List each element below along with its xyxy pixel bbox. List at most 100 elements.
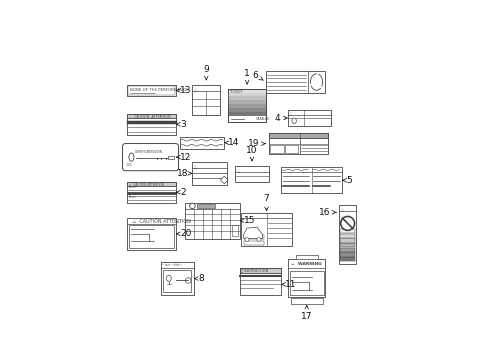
Bar <box>340 243 354 247</box>
Bar <box>196 204 215 208</box>
Text: 11: 11 <box>282 280 296 289</box>
Bar <box>127 114 175 118</box>
Text: △: △ <box>236 169 240 173</box>
Bar <box>340 238 354 243</box>
Bar <box>228 104 265 108</box>
Bar <box>160 262 193 295</box>
Text: CERTIFICATION/DIN: CERTIFICATION/DIN <box>135 150 163 154</box>
Text: 12: 12 <box>176 153 191 162</box>
Text: 2: 2 <box>176 188 185 197</box>
Bar <box>340 234 354 238</box>
Bar <box>192 162 226 185</box>
Text: 7: 7 <box>263 194 269 211</box>
Text: Phone-: Phone- <box>128 185 137 189</box>
Text: 10: 10 <box>246 146 257 161</box>
Bar <box>243 240 263 245</box>
Circle shape <box>257 238 260 242</box>
Bar <box>127 182 175 203</box>
Text: Phone-: Phone- <box>128 195 137 199</box>
Text: △  CAUTION  ATTENTION: △ CAUTION ATTENTION <box>128 114 170 118</box>
Bar <box>289 271 323 295</box>
Circle shape <box>185 278 191 283</box>
Bar <box>228 108 265 112</box>
Bar <box>192 85 220 115</box>
Text: ⚠  CAUTION ATTENTION: ⚠ CAUTION ATTENTION <box>132 219 191 224</box>
Ellipse shape <box>291 118 296 123</box>
Text: △: △ <box>340 209 343 213</box>
Bar <box>287 260 325 297</box>
Polygon shape <box>168 156 173 159</box>
Bar <box>340 229 354 233</box>
Bar <box>268 133 327 138</box>
Bar <box>127 85 175 96</box>
Polygon shape <box>220 176 228 184</box>
Bar <box>129 225 174 248</box>
Bar <box>239 268 281 296</box>
Text: TOYOT: TOYOT <box>229 90 242 94</box>
Bar <box>163 270 191 292</box>
Bar <box>127 182 175 186</box>
Bar <box>185 203 239 239</box>
Text: 16: 16 <box>318 208 335 217</box>
Bar <box>265 71 325 93</box>
Text: 15: 15 <box>240 216 255 225</box>
Bar <box>340 257 354 261</box>
Bar <box>235 166 268 183</box>
Text: ⓘ INSTRUCTION: ⓘ INSTRUCTION <box>241 268 267 272</box>
Bar <box>228 112 265 116</box>
Ellipse shape <box>129 153 134 161</box>
Bar <box>241 213 292 246</box>
Text: 4: 4 <box>274 113 286 122</box>
Text: △: △ <box>193 88 197 92</box>
Bar <box>228 96 265 100</box>
Bar <box>228 89 265 122</box>
Bar <box>239 268 281 273</box>
Text: △  CAUTION ATTENTION: △ CAUTION ATTENTION <box>128 182 163 186</box>
Bar <box>287 110 330 126</box>
Text: ⚠  WARNING: ⚠ WARNING <box>290 262 321 266</box>
Text: 6: 6 <box>252 71 263 80</box>
Ellipse shape <box>166 275 171 281</box>
Bar <box>228 89 265 95</box>
Text: 19: 19 <box>248 139 265 148</box>
Text: 3: 3 <box>176 120 185 129</box>
Text: △: △ <box>289 112 292 117</box>
Bar <box>228 93 265 96</box>
Bar <box>287 260 325 268</box>
Bar <box>127 114 175 135</box>
Text: ~ text ~ ditto ~: ~ text ~ ditto ~ <box>162 262 182 266</box>
Text: Phone-: Phone- <box>128 192 137 196</box>
Bar <box>127 218 175 250</box>
FancyBboxPatch shape <box>122 144 178 171</box>
Text: CATALYS: CATALYS <box>255 117 269 121</box>
Circle shape <box>244 238 248 242</box>
Bar <box>180 137 224 149</box>
Text: 18: 18 <box>176 169 191 178</box>
Text: 1: 1 <box>244 69 249 84</box>
Bar <box>231 225 238 237</box>
Text: 13: 13 <box>176 86 191 95</box>
Bar <box>228 100 265 104</box>
Text: 17: 17 <box>301 305 312 321</box>
Circle shape <box>340 216 354 230</box>
Bar <box>269 145 284 153</box>
Bar <box>339 205 355 264</box>
Polygon shape <box>243 227 262 238</box>
Text: 14: 14 <box>224 138 239 147</box>
Text: △: △ <box>193 165 197 169</box>
Bar <box>268 133 327 154</box>
Bar <box>340 252 354 257</box>
Text: 20: 20 <box>176 229 191 238</box>
Text: NONE OF THE PERFORMANCE: NONE OF THE PERFORMANCE <box>130 88 187 92</box>
Bar <box>281 167 342 193</box>
Bar <box>128 86 174 95</box>
Text: LOC: LOC <box>126 163 132 167</box>
Bar <box>340 248 354 252</box>
Bar <box>243 235 263 239</box>
Text: 5: 5 <box>342 176 351 185</box>
Text: 9: 9 <box>203 65 209 80</box>
Bar <box>290 298 322 304</box>
Bar <box>295 255 317 261</box>
Text: 8: 8 <box>194 274 203 283</box>
Circle shape <box>189 203 195 209</box>
